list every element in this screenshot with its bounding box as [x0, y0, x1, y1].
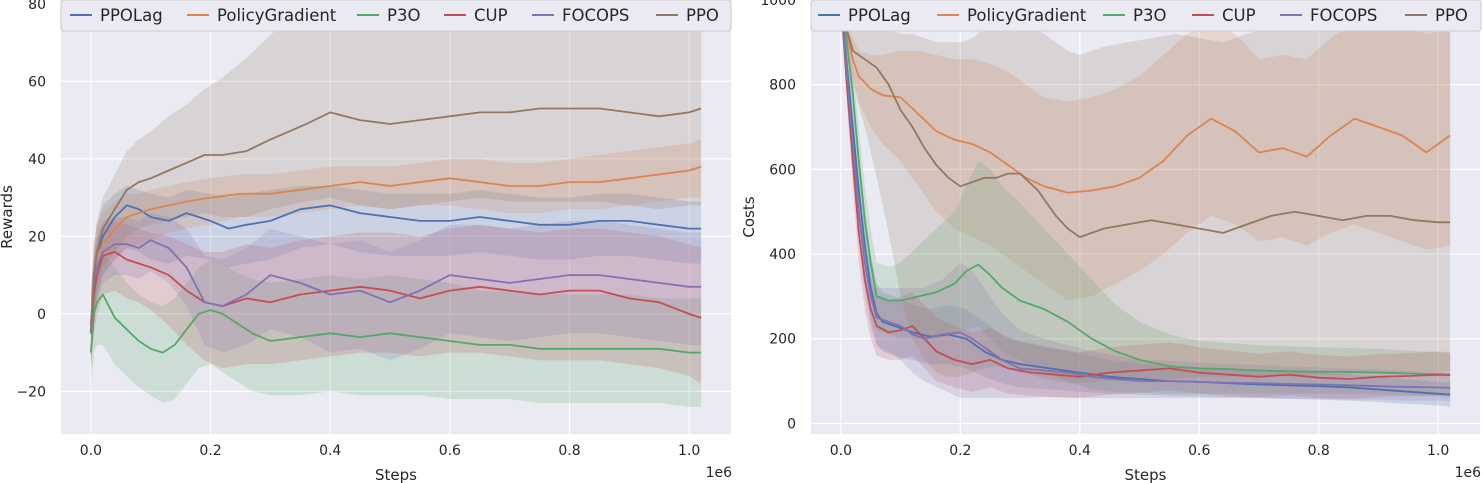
line-ppo [90, 107, 702, 334]
band-ppo [90, 3, 702, 361]
y-tick-label: 600 [769, 162, 796, 178]
confidence-bands [840, 0, 1451, 407]
x-axis-label: Steps [375, 466, 417, 483]
legend-label: CUP [474, 6, 508, 25]
line-p3o [90, 293, 702, 354]
legend-label: FOCOPS [562, 6, 629, 25]
line-focops [90, 239, 702, 326]
y-tick-label: 20 [28, 229, 46, 245]
x-tick-label: 0.2 [949, 443, 971, 459]
confidence-bands [90, 3, 702, 407]
x-tick-label: 0.8 [1308, 443, 1330, 459]
y-tick-label: 200 [769, 332, 796, 348]
x-axis-label: Steps [1125, 466, 1167, 483]
y-tick-label: 1000 [760, 0, 796, 9]
legend-box [60, 0, 732, 32]
legend: PPOLag PolicyGradient P3O CUP FOCOPS PPO [810, 0, 1482, 32]
legend-label: P3O [1133, 6, 1166, 25]
line-policygradient [90, 165, 702, 326]
y-tick-label: 0 [37, 307, 46, 323]
y-axis-label: Rewards [0, 185, 16, 249]
legend-label: PPO [1435, 6, 1468, 25]
y-axis-label: Costs [740, 196, 758, 237]
band-policygradient [840, 0, 1451, 301]
band-ppolag [90, 186, 702, 361]
x-tick-label: 0.4 [1069, 443, 1091, 459]
legend-label: FOCOPS [1310, 6, 1377, 25]
line-cup [90, 251, 702, 334]
legend-label: PPOLag [100, 6, 163, 25]
line-focops [840, 0, 1451, 389]
band-p3o [840, 0, 1451, 398]
y-tick-label: 0 [787, 416, 796, 432]
line-p3o [840, 0, 1451, 376]
band-ppo [840, 0, 1451, 384]
y-tick-label: 800 [769, 78, 796, 94]
band-policygradient [90, 139, 702, 353]
legend-label: PolicyGradient [967, 6, 1087, 25]
x-tick-label: 0.0 [830, 443, 852, 459]
x-tick-label: 0.6 [439, 443, 461, 459]
rewards-chart-panel: 0.0 0.2 0.4 0.6 0.8 1.0 −20 0 20 40 60 80 Steps Rewar… [0, 0, 732, 483]
legend-label: PPO [686, 6, 719, 25]
legend-label: CUP [1222, 6, 1256, 25]
band-cup [840, 0, 1451, 399]
line-cup [840, 0, 1451, 380]
x-tick-label: 1.0 [1427, 443, 1449, 459]
legend: PPOLag PolicyGradient P3O CUP FOCOPS PPO [60, 0, 732, 32]
x-offset-text: 1e6 [706, 465, 733, 481]
y-tick-label: −20 [16, 384, 46, 400]
legend-label: PPOLag [848, 6, 911, 25]
legend-box [810, 0, 1482, 32]
x-tick-label: 0.6 [1188, 443, 1210, 459]
y-tick-label: 400 [769, 247, 796, 263]
series-lines [90, 107, 702, 354]
line-ppolag [840, 0, 1451, 396]
costs-chart-panel: 0.0 0.2 0.4 0.6 0.8 1.0 0 200 400 600 800 1000 Steps… [740, 0, 1482, 483]
line-policygradient [840, 0, 1451, 194]
legend-label: PolicyGradient [217, 6, 337, 25]
x-tick-label: 0.8 [558, 443, 580, 459]
line-ppo [840, 0, 1451, 238]
x-tick-label: 0.4 [319, 443, 341, 459]
band-cup [90, 220, 702, 384]
x-tick-label: 0.0 [80, 443, 102, 459]
x-tick-label: 0.2 [199, 443, 221, 459]
series-lines [840, 0, 1451, 396]
band-focops [840, 0, 1451, 402]
y-tick-label: 60 [28, 74, 46, 90]
y-tick-label: 80 [28, 0, 46, 13]
legend-label: P3O [387, 6, 420, 25]
band-p3o [90, 251, 702, 407]
y-tick-label: 40 [28, 152, 46, 168]
line-ppolag [90, 204, 702, 334]
x-offset-text: 1e6 [1455, 465, 1482, 481]
x-tick-label: 1.0 [678, 443, 700, 459]
